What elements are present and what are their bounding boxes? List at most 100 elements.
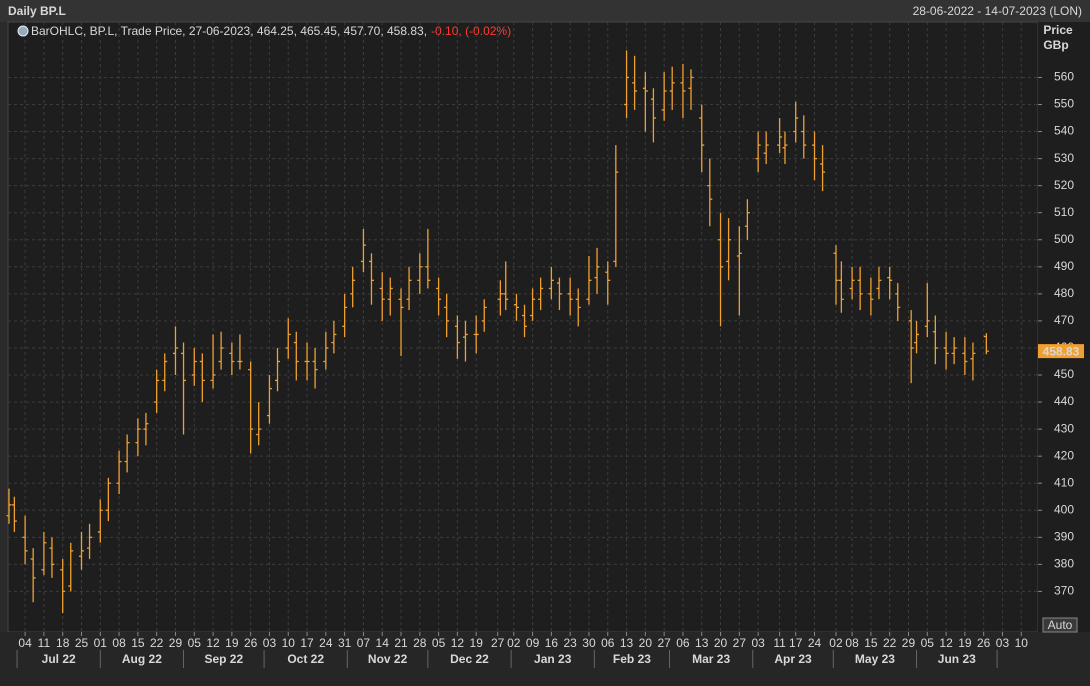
y-axis-title: Price [1043,23,1073,37]
x-tick-label: 26 [977,636,991,650]
month-label: Apr 23 [774,652,812,666]
y-tick-label: 550 [1054,97,1074,111]
y-tick-label: 440 [1054,394,1074,408]
y-tick-label: 450 [1054,367,1074,381]
bars [6,50,989,614]
x-tick-label: 24 [808,636,822,650]
x-tick-label: 17 [300,636,314,650]
x-tick-label: 20 [639,636,653,650]
x-tick-label: 30 [582,636,596,650]
x-tick-label: 09 [526,636,540,650]
y-tick-label: 370 [1054,584,1074,598]
y-axis-unit: GBp [1043,38,1068,52]
x-tick-label: 06 [601,636,615,650]
x-tick-label: 22 [150,636,164,650]
x-tick-label: 16 [545,636,559,650]
auto-button-label[interactable]: Auto [1048,618,1073,632]
x-tick-label: 18 [56,636,70,650]
x-tick-label: 05 [921,636,935,650]
x-tick-label: 27 [491,636,505,650]
month-label: Oct 22 [287,652,324,666]
x-tick-label: 05 [432,636,446,650]
x-tick-label: 03 [263,636,277,650]
x-tick-label: 04 [18,636,32,650]
y-tick-label: 480 [1054,286,1074,300]
x-tick-label: 03 [751,636,765,650]
header-title: Daily BP.L [8,4,66,18]
x-tick-label: 15 [864,636,878,650]
last-price-label: 458.83 [1043,344,1080,358]
x-tick-label: 19 [958,636,972,650]
auto-button[interactable] [1042,617,1078,633]
x-tick-label: 23 [563,636,577,650]
x-tick-label: 02 [507,636,521,650]
y-tick-label: 380 [1054,557,1074,571]
month-label: Sep 22 [204,652,243,666]
x-tick-label: 26 [244,636,258,650]
x-tick-label: 25 [75,636,89,650]
y-tick-label: 490 [1054,259,1074,273]
x-axis-area [0,632,1090,686]
x-tick-label: 13 [695,636,709,650]
y-tick-label: 500 [1054,232,1074,246]
month-label: Jan 23 [534,652,572,666]
y-tick-label: 420 [1054,448,1074,462]
x-tick-label: 15 [131,636,145,650]
x-tick-label: 02 [829,636,843,650]
y-tick-label: 510 [1054,205,1074,219]
x-tick-label: 19 [225,636,239,650]
y-tick-label: 410 [1054,475,1074,489]
y-axis-area [1038,22,1090,632]
month-label: Mar 23 [692,652,730,666]
y-tick-label: 430 [1054,421,1074,435]
x-tick-label: 14 [376,636,390,650]
x-tick-label: 10 [282,636,296,650]
x-tick-label: 17 [789,636,803,650]
x-tick-label: 12 [206,636,220,650]
legend-icon[interactable] [17,25,29,37]
x-tick-label: 19 [470,636,484,650]
x-tick-label: 29 [902,636,916,650]
header-range: 28-06-2022 - 14-07-2023 (LON) [913,4,1082,18]
x-tick-label: 29 [169,636,183,650]
month-label: Jun 23 [938,652,976,666]
y-tick-label: 560 [1054,70,1074,84]
x-tick-label: 11 [38,636,51,650]
month-label: Dec 22 [450,652,489,666]
y-tick-label: 540 [1054,124,1074,138]
x-tick-label: 13 [620,636,634,650]
y-tick-label: 470 [1054,313,1074,327]
x-tick-label: 21 [394,636,408,650]
x-tick-label: 22 [883,636,897,650]
plot-area [7,21,1039,633]
x-tick-label: 10 [1015,636,1029,650]
x-tick-label: 08 [845,636,859,650]
month-label: Feb 23 [613,652,651,666]
y-tick-label: 520 [1054,178,1074,192]
x-tick-label: 24 [319,636,333,650]
x-tick-label: 27 [657,636,671,650]
x-tick-label: 08 [112,636,126,650]
x-tick-label: 20 [714,636,728,650]
legend: BarOHLC, BP.L, Trade Price, 27-06-2023, … [31,24,511,38]
x-tick-label: 07 [357,636,371,650]
y-tick-label: 400 [1054,502,1074,516]
x-tick-label: 28 [413,636,427,650]
x-tick-label: 27 [733,636,747,650]
x-tick-label: 01 [94,636,108,650]
x-tick-label: 11 [773,636,786,650]
x-tick-label: 12 [451,636,465,650]
x-tick-label: 06 [676,636,690,650]
month-label: Jul 22 [42,652,76,666]
x-tick-label: 12 [939,636,953,650]
month-label: May 23 [855,652,895,666]
y-tick-label: 390 [1054,529,1074,543]
header-bar [0,0,1090,22]
month-label: Aug 22 [122,652,162,666]
legend-text: BarOHLC, BP.L, Trade Price, 27-06-2023, … [31,24,427,38]
legend-change: -0.10, (-0.02%) [431,24,511,38]
grid [8,22,1038,632]
y-tick-label: 530 [1054,151,1074,165]
